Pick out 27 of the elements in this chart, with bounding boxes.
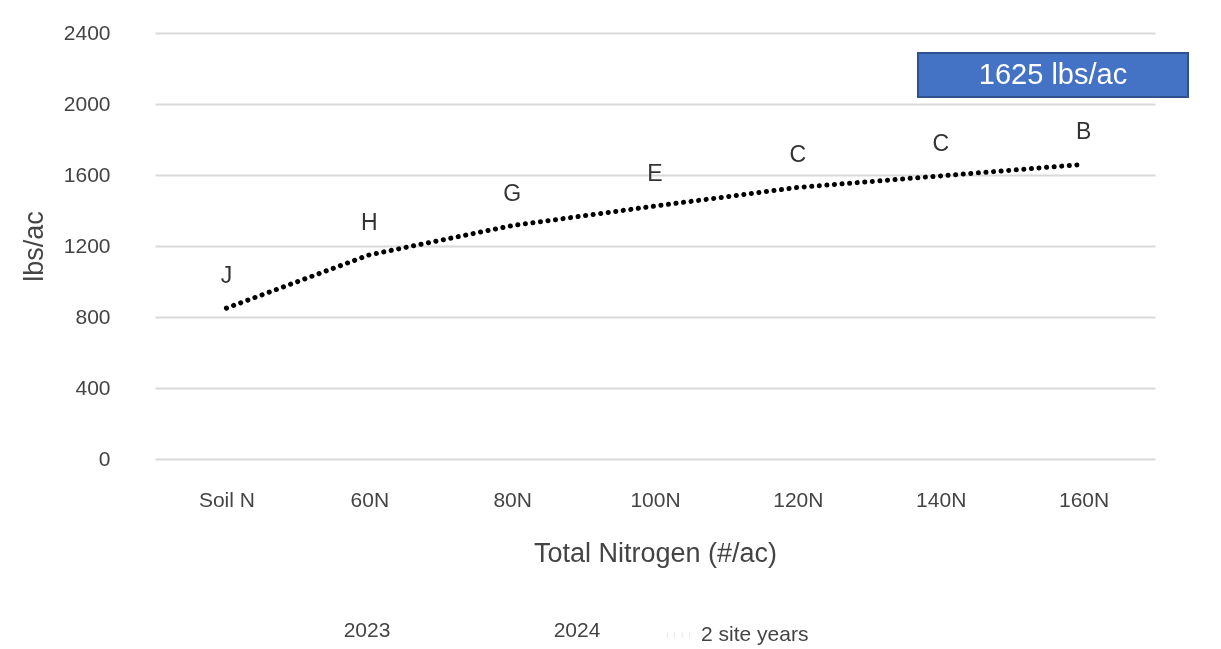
annotation: C [789, 141, 807, 168]
y-tick-label: 1600 [63, 162, 111, 186]
annotation: H [360, 208, 378, 235]
y-tick-label: 0 [98, 446, 111, 470]
x-axis-title: Total Nitrogen (#/ac) [533, 537, 778, 568]
y-axis-title: lbs/ac [18, 211, 49, 282]
y-tick-label: 2000 [63, 91, 111, 115]
x-tick-label: 80N [493, 487, 532, 511]
legend-label: 2 site years [701, 622, 809, 645]
y-tick-label: 400 [75, 375, 111, 399]
annotation: E [647, 160, 663, 187]
annotation: C [932, 129, 950, 156]
y-tick-label: 1200 [63, 233, 111, 257]
y-tick-label: 800 [75, 304, 111, 328]
x-tick-label: 100N [630, 487, 681, 511]
annotation: 1625 lbs/ac [978, 58, 1128, 90]
x-tick-label: 60N [350, 487, 390, 511]
x-tick-label: 160N [1058, 487, 1110, 511]
x-tick-label: 120N [773, 487, 824, 511]
annotation: G [503, 179, 522, 206]
x-tick-label: Soil N [198, 487, 255, 511]
text: 2024 [553, 618, 601, 641]
annotation: B [1075, 118, 1092, 145]
text: 2023 [343, 618, 391, 641]
annotation: J [220, 262, 233, 289]
x-tick-label: 140N [916, 487, 967, 511]
y-tick-label: 2400 [63, 20, 111, 44]
